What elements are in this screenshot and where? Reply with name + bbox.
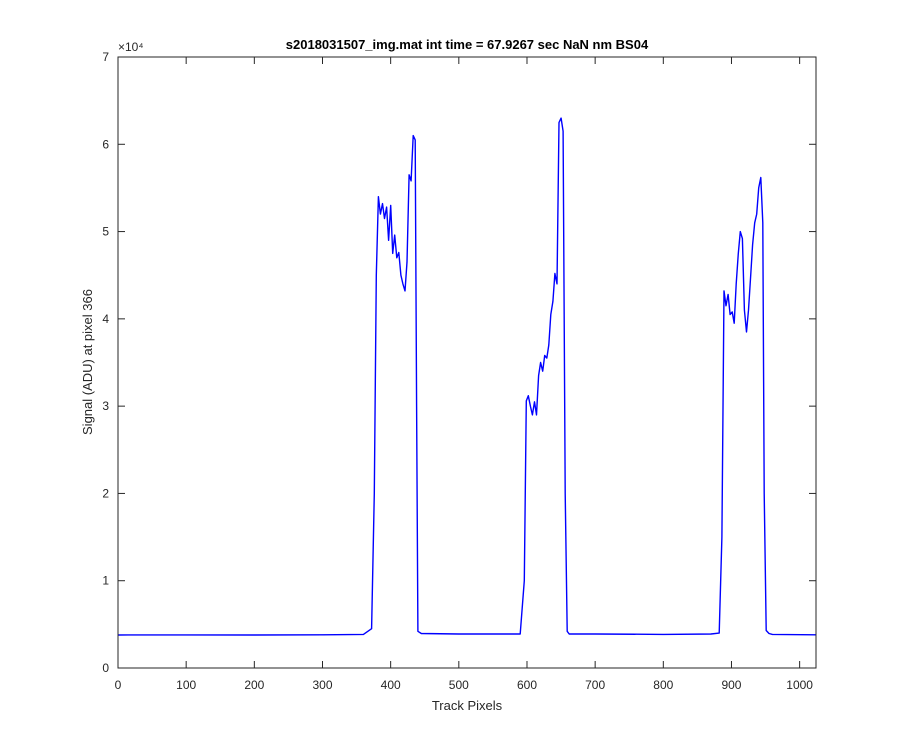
x-tick-label: 300	[312, 678, 332, 692]
y-axis-label: Signal (ADU) at pixel 366	[80, 289, 95, 435]
x-axis-label: Track Pixels	[432, 698, 503, 713]
y-tick-label: 0	[102, 661, 109, 675]
x-tick-label: 200	[244, 678, 264, 692]
y-tick-label: 2	[102, 486, 109, 500]
chart-title: s2018031507_img.mat int time = 67.9267 s…	[286, 37, 649, 52]
x-tick-label: 400	[381, 678, 401, 692]
y-tick-label: 6	[102, 137, 109, 151]
x-tick-label: 0	[115, 678, 122, 692]
x-tick-label: 800	[653, 678, 673, 692]
y-tick-label: 1	[102, 574, 109, 588]
y-tick-label: 4	[102, 312, 109, 326]
x-tick-label: 100	[176, 678, 196, 692]
tick-label-group: 0 100 200 300 400 500 600 700 800 900 1000 0 1 2 3 4 5 6 7	[102, 50, 813, 692]
y-exponent-label: ×10⁴	[118, 40, 144, 54]
x-tick-label: 700	[585, 678, 605, 692]
y-tick-label: 5	[102, 225, 109, 239]
y-tick-label: 3	[102, 399, 109, 413]
plot-area	[118, 57, 816, 668]
x-tick-label: 600	[517, 678, 537, 692]
y-tick-label: 7	[102, 50, 109, 64]
x-tick-label: 500	[449, 678, 469, 692]
tick-group	[117, 56, 816, 669]
x-tick-label: 1000	[786, 678, 813, 692]
plot-frame	[117, 56, 817, 669]
x-tick-label: 900	[721, 678, 741, 692]
series-line	[117, 117, 817, 636]
